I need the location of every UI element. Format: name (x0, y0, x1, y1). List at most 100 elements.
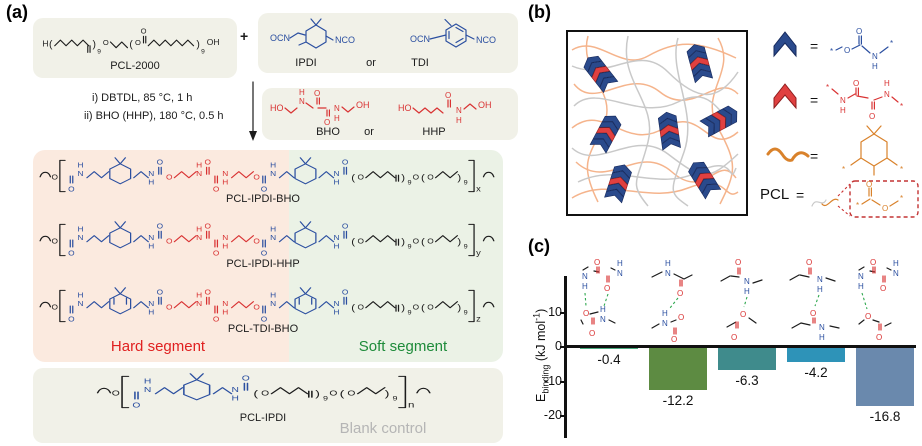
atom-label: O (157, 222, 164, 230)
blank-control-caption: Blank control (339, 420, 427, 437)
bond (305, 97, 327, 109)
atom-label: O (112, 389, 120, 397)
bond (416, 387, 431, 394)
atom-label: O (731, 333, 737, 342)
atom-label: O (853, 79, 859, 88)
y-tick-mark (560, 380, 567, 383)
bond (580, 311, 616, 325)
bond (173, 171, 197, 179)
plus-sign: + (240, 28, 249, 44)
equals-sign: = (810, 148, 819, 164)
panel-c-label: (c) (528, 236, 550, 256)
bond (365, 171, 396, 179)
atom-label: O (671, 335, 677, 344)
bar-5 (856, 348, 914, 406)
bond (343, 296, 348, 305)
atom-label: O (261, 389, 269, 397)
bond (243, 382, 249, 391)
bar-value-label: -0.4 (597, 352, 621, 368)
carbonyl (142, 35, 147, 44)
atom-label: H (196, 225, 202, 233)
bond (289, 32, 306, 39)
atom-label: O (589, 329, 595, 338)
hard-segment-label: Hard segment (110, 338, 206, 355)
or-label: or (366, 57, 376, 69)
atom-label: H (78, 225, 84, 233)
carbonyl (87, 45, 91, 53)
tdi-label: TDI (411, 57, 429, 69)
atom-label: H (42, 39, 48, 49)
atom-label: O (52, 303, 59, 311)
subscript: 9 (97, 48, 101, 55)
bond (365, 301, 396, 309)
carbonyl (735, 321, 739, 329)
bond (294, 287, 317, 315)
atom-label: OCN (410, 34, 430, 44)
atom-label: N (840, 96, 846, 105)
bond (395, 304, 400, 312)
atom-label: ( (340, 388, 345, 399)
isophorone-structure: * * (842, 125, 903, 176)
atom-label: 9 (464, 180, 468, 186)
bond (434, 171, 459, 179)
atom-label: O (735, 258, 741, 267)
dashed-box (849, 180, 919, 218)
atom-label: N (872, 52, 878, 61)
pcl-ester-legend: * O O * (811, 180, 919, 218)
atom-label: H (617, 259, 623, 268)
atom-label: H (78, 291, 84, 299)
ring (445, 23, 467, 48)
atom-label: H (270, 161, 276, 169)
bond (889, 200, 899, 207)
polymer-structure-pcl-ipdi-hhp: O O H N N H O O H N O O N H O O H N N H O(O) 9 O(O) 9 y (38, 220, 498, 265)
bond (69, 305, 74, 314)
atom-label: N (819, 323, 825, 332)
bond (278, 235, 295, 243)
atom-label: HO (398, 103, 412, 113)
bond (468, 159, 475, 193)
bond (343, 166, 348, 175)
atom-label: N (893, 269, 899, 278)
atom-label: 9 (464, 310, 468, 316)
bond (262, 305, 266, 314)
atom-label: H (893, 259, 899, 268)
hhp-structure: HO O N H OH (398, 91, 492, 125)
atom-label: O (413, 173, 420, 181)
carbonyl (812, 317, 816, 324)
bond (789, 274, 836, 282)
atom-label: O (157, 158, 164, 166)
pcl-legend-label: PCL (760, 186, 790, 203)
atom-label: ) (457, 236, 461, 247)
bond (59, 223, 66, 257)
bond (133, 171, 149, 179)
bar-4 (787, 348, 845, 363)
atom-label: ( (351, 302, 355, 313)
atom-label: O (205, 222, 212, 230)
atom-label: N (78, 170, 84, 178)
y-tick-mark (560, 311, 567, 314)
bond (468, 289, 475, 323)
bond (109, 41, 129, 49)
atom-label: N (600, 315, 606, 324)
atom-label: N (222, 234, 228, 242)
bar-value-label: -16.8 (869, 408, 901, 424)
atom-label: O (261, 249, 268, 257)
bond (212, 387, 233, 395)
ring (850, 125, 898, 176)
bho-structure: HO N H O O N H OH (270, 88, 370, 127)
bond (69, 239, 74, 248)
bond (147, 39, 195, 47)
bond (343, 230, 348, 239)
blank-name-label: PCL-IPDI (239, 412, 287, 424)
isocyanate-box: OCN NCO OCN NCO IPDI or TDI (258, 13, 518, 73)
atom-label: OH (207, 37, 220, 47)
bond (318, 171, 335, 179)
bond (69, 175, 74, 184)
atom-label: H (270, 225, 276, 233)
ring (298, 18, 327, 49)
atom-label: 9 (407, 310, 411, 316)
zero-baseline (566, 345, 916, 348)
blue-chevron-icon (773, 31, 797, 58)
atom-label: O (869, 112, 875, 121)
